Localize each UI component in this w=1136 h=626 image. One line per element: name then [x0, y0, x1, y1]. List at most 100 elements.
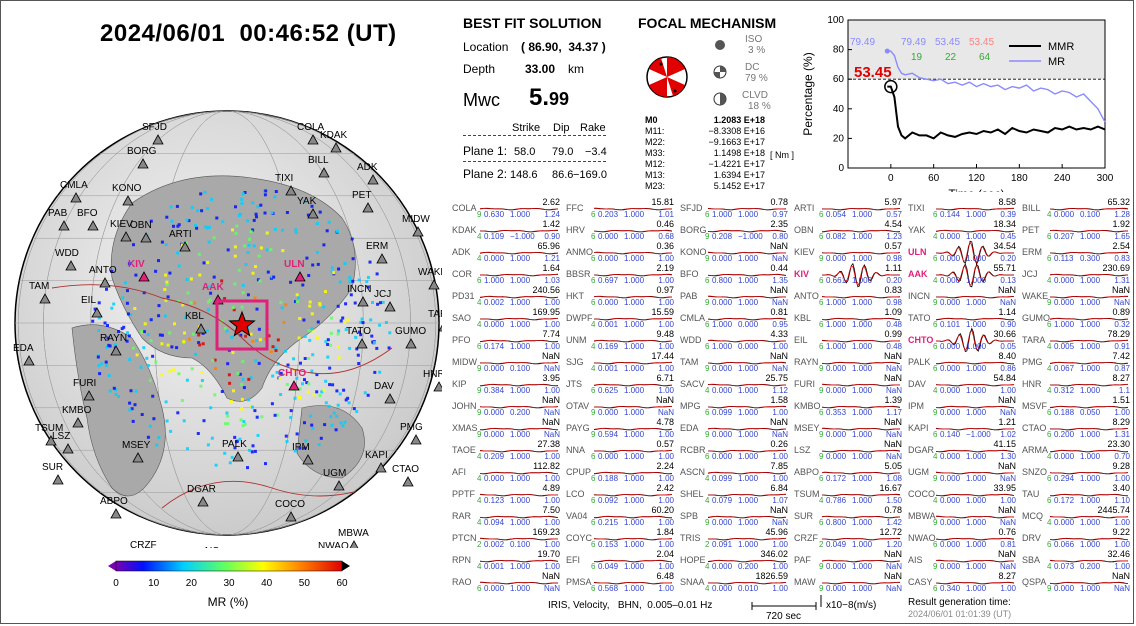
station-c: 0.48: [886, 342, 902, 351]
station-c: 0.90: [544, 232, 560, 241]
mr-grid-cell: [243, 191, 247, 194]
station-marker: CRZF: [130, 540, 157, 548]
mr-grid-cell: [281, 228, 285, 232]
synthetic-waveform: [1049, 362, 1129, 365]
station-value: 54.84: [993, 373, 1016, 383]
station-name: PFO: [452, 335, 471, 345]
mr-grid-cell: [302, 199, 306, 203]
mr-grid-cell: [127, 334, 131, 338]
mr-grid-cell: [201, 342, 205, 346]
station-value: 65.32: [1107, 197, 1130, 207]
station-name: TSUM: [794, 489, 820, 499]
station-c: 1.00: [1114, 518, 1130, 527]
mr-grid-cell: [251, 271, 255, 275]
mr-grid-cell: [256, 278, 260, 282]
station-value: NaN: [884, 373, 902, 383]
mr-grid-cell: [233, 254, 237, 258]
station-a: 0.000: [826, 584, 847, 593]
mr-grid-cell: [183, 331, 186, 335]
station-length: 4: [933, 496, 938, 505]
station-a: 0.000: [940, 518, 961, 527]
mr-grid-cell: [157, 314, 161, 318]
mr-grid-cell: [197, 341, 201, 345]
mr-grid-cell: [316, 262, 320, 266]
station-triangle: [110, 345, 122, 356]
synthetic-waveform: [821, 449, 901, 453]
station-a: 0.000: [712, 584, 733, 593]
generation-label: Result generation time:: [908, 597, 1011, 608]
station-value: NaN: [998, 461, 1016, 471]
legend-label: MR: [1048, 56, 1065, 68]
synthetic-waveform: [822, 472, 900, 475]
mr-grid-cell: [157, 436, 161, 440]
station-c: 1.23: [886, 232, 902, 241]
station-value: 1.58: [770, 395, 788, 405]
mr-grid-cell: [348, 346, 352, 350]
station-triangle: [197, 496, 209, 507]
station-c: NaN: [772, 254, 788, 263]
station-marker: FURI: [73, 378, 96, 401]
station-value: 12.72: [879, 527, 902, 537]
generation-time: 2024/06/01 01:01:39 (UT): [908, 609, 1012, 619]
colorbar-tick-label: 60: [336, 578, 348, 589]
station-b: 1.000: [624, 254, 645, 263]
mr-grid-cell: [279, 393, 283, 396]
station-name: TAU: [1022, 489, 1039, 499]
colorbar-tick-label: 0: [113, 578, 119, 589]
station-a: 0.000: [598, 452, 619, 461]
station-value: 15.59: [651, 307, 674, 317]
station-a: 0.800: [712, 276, 733, 285]
station-a: 0.000: [826, 364, 847, 373]
station-triangle: [91, 307, 103, 318]
synthetic-waveform: [707, 406, 787, 409]
station-length: 9: [819, 452, 824, 461]
station-marker: PAB: [48, 208, 70, 231]
station-marker: WDD: [55, 248, 79, 271]
station-c: 1.00: [658, 474, 674, 483]
station-value: 240.56: [532, 285, 560, 295]
station-value: 8.29: [1112, 417, 1130, 427]
mr-grid-cell: [387, 346, 391, 350]
mr-grid-cell: [133, 307, 137, 310]
station-value: 1.11: [885, 263, 902, 273]
station-triangle: [318, 167, 330, 178]
mr-grid-cell: [203, 190, 207, 194]
station-triangle: [384, 301, 396, 312]
mr-grid-cell: [280, 306, 284, 310]
station-length: 6: [591, 584, 596, 593]
mr-grid-cell: [302, 318, 306, 322]
mr-grid-cell: [132, 346, 135, 350]
mr-grid-cell: [129, 313, 133, 317]
mr-grid-cell: [388, 331, 392, 335]
mr-grid-cell: [376, 302, 380, 306]
station-map-label: DGAR: [187, 484, 216, 495]
mr-grid-cell: [142, 330, 146, 334]
mr-grid-cell: [251, 228, 255, 232]
synthetic-waveform: [479, 450, 559, 453]
station-a: 0.005: [1054, 342, 1075, 351]
station-name: SBA: [1022, 555, 1040, 565]
synthetic-waveform: [479, 296, 559, 299]
mr-grid-cell: [293, 449, 297, 453]
mr-grid-cell: [303, 446, 307, 450]
synthetic-waveform: [479, 339, 559, 343]
station-value: 0.57: [884, 241, 902, 251]
station-value: NaN: [884, 351, 902, 361]
station-value: 4.33: [770, 329, 788, 339]
station-b: 0.100: [510, 540, 531, 549]
mr-grid-cell: [278, 376, 282, 380]
station-length: 6: [591, 452, 596, 461]
mr-grid-cell: [250, 450, 254, 454]
station-c: 1.00: [658, 518, 674, 527]
mr-grid-cell: [164, 273, 168, 277]
station-c: 1.28: [1114, 210, 1130, 219]
station-name: VA04: [566, 511, 587, 521]
station-length: 2: [477, 540, 482, 549]
mr-grid-cell: [295, 432, 299, 436]
